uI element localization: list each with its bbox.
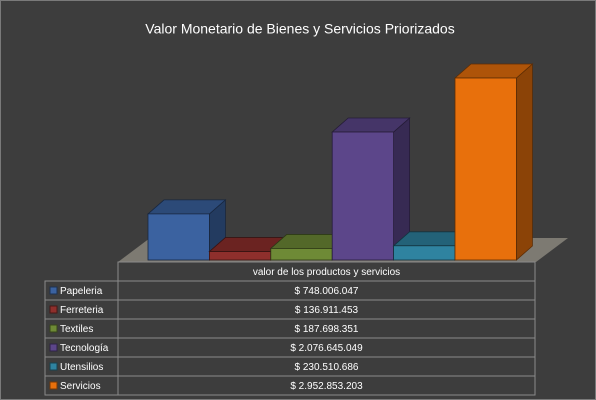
bar-front [331,131,395,261]
value-label: $ 230.510.686 [295,362,359,373]
value-label: $ 136.911.453 [295,305,359,316]
legend-label: Papeleria [60,286,103,297]
value-label: $ 2.952.853.203 [290,381,363,392]
bar [331,117,411,261]
bar-side [516,63,533,261]
bar [453,63,534,261]
legend-label: Tecnología [60,343,109,354]
bar-front [393,245,456,261]
bar [146,199,227,261]
value-label: $ 187.698.351 [295,324,359,335]
bar-front [147,213,210,261]
legend-label: Textiles [60,324,93,335]
legend-swatch [49,362,58,371]
value-label: $ 2.076.645.049 [290,343,363,354]
legend-swatch [49,286,58,295]
chart-title: Valor Monetario de Bienes y Servicios Pr… [145,21,454,37]
table-value-cell [117,375,536,396]
legend-label: Ferreteria [60,305,104,316]
legend-swatch [49,381,58,390]
bar-front [454,77,517,261]
bar-front [208,251,272,261]
value-label: $ 748.006.047 [295,286,359,297]
table-header: valor de los productos y servicios [253,267,400,278]
legend-label: Utensilios [60,362,103,373]
legend-swatch [49,343,58,352]
legend-swatch [49,324,58,333]
legend-label: Servicios [60,381,101,392]
legend-swatch [49,305,58,314]
bar-front [270,248,333,261]
